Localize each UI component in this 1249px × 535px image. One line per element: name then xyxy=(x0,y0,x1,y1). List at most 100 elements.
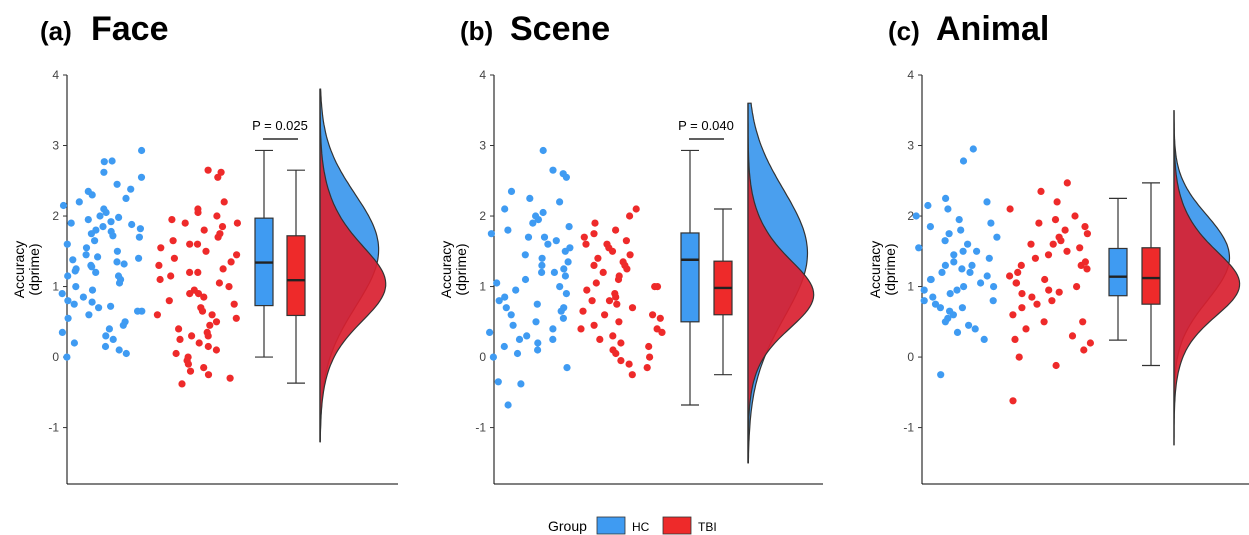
data-point-hc xyxy=(971,325,979,333)
data-point-tbi xyxy=(169,237,177,245)
panel-title: Face xyxy=(91,10,169,48)
data-point-tbi xyxy=(596,335,604,343)
data-point-hc xyxy=(529,219,537,227)
data-point-hc xyxy=(135,233,143,241)
data-point-tbi xyxy=(612,349,620,358)
data-point-hc xyxy=(559,314,568,322)
data-point-tbi xyxy=(213,212,221,220)
data-point-hc xyxy=(489,353,497,361)
data-point-tbi xyxy=(153,311,161,319)
data-point-hc xyxy=(953,328,962,336)
data-point-tbi xyxy=(1052,361,1060,370)
y-tick-label: -1 xyxy=(903,421,914,435)
data-point-hc xyxy=(539,208,547,217)
data-point-tbi xyxy=(626,212,634,220)
data-point-tbi xyxy=(212,318,221,326)
data-point-tbi xyxy=(200,364,208,372)
data-point-hc xyxy=(985,254,993,262)
data-point-hc xyxy=(540,233,549,241)
data-point-tbi xyxy=(1063,179,1071,187)
data-point-hc xyxy=(87,230,95,238)
data-point-tbi xyxy=(1061,226,1069,234)
data-point-tbi xyxy=(233,219,241,227)
data-point-tbi xyxy=(202,247,210,255)
data-point-tbi xyxy=(170,254,178,262)
data-point-tbi xyxy=(1041,275,1049,284)
data-point-hc xyxy=(973,247,981,255)
data-point-hc xyxy=(959,247,967,255)
data-point-hc xyxy=(136,225,144,233)
data-point-tbi xyxy=(1040,318,1048,326)
data-point-tbi xyxy=(605,297,614,305)
data-point-tbi xyxy=(608,247,617,255)
data-point-hc xyxy=(67,219,75,227)
data-point-tbi xyxy=(617,357,625,365)
data-point-hc xyxy=(532,318,540,326)
data-point-hc xyxy=(84,216,92,224)
data-point-tbi xyxy=(198,307,207,315)
data-point-hc xyxy=(942,194,950,202)
data-point-tbi xyxy=(1055,288,1063,296)
data-point-hc xyxy=(107,218,115,226)
y-axis-label: Accuracy(dprime) xyxy=(867,241,898,299)
p-value-label: P = 0.040 xyxy=(678,118,734,133)
data-point-hc xyxy=(507,311,515,319)
data-point-hc xyxy=(980,335,988,343)
data-point-tbi xyxy=(194,208,202,217)
data-point-hc xyxy=(504,226,512,234)
data-point-hc xyxy=(556,198,564,206)
box-tbi xyxy=(286,235,306,317)
y-axis-label: Accuracy(dprime) xyxy=(11,241,42,299)
data-point-hc xyxy=(564,258,572,266)
data-point-tbi xyxy=(1049,240,1057,248)
data-point-hc xyxy=(523,332,531,340)
data-point-tbi xyxy=(1014,268,1022,276)
data-point-tbi xyxy=(577,325,585,333)
data-point-hc xyxy=(938,268,946,276)
data-point-hc xyxy=(122,194,130,202)
data-point-tbi xyxy=(1018,290,1026,298)
data-point-hc xyxy=(959,157,968,165)
data-point-tbi xyxy=(643,364,651,372)
data-point-hc xyxy=(550,268,559,276)
data-point-hc xyxy=(85,311,93,319)
data-point-hc xyxy=(560,265,568,273)
data-point-tbi xyxy=(1027,240,1035,248)
panel-title: Scene xyxy=(510,10,610,48)
data-point-tbi xyxy=(218,223,227,231)
data-point-tbi xyxy=(615,318,623,326)
data-point-tbi xyxy=(214,173,222,181)
density-tbi xyxy=(747,103,815,463)
data-point-tbi xyxy=(590,321,598,329)
data-point-hc xyxy=(70,339,78,347)
data-point-tbi xyxy=(612,293,620,301)
data-point-tbi xyxy=(1028,293,1036,301)
data-point-hc xyxy=(515,335,524,343)
data-point-tbi xyxy=(1037,187,1045,195)
y-tick-label: 0 xyxy=(479,350,486,364)
data-point-hc xyxy=(557,307,565,315)
data-point-hc xyxy=(563,364,571,372)
data-point-tbi xyxy=(156,275,164,284)
data-point-tbi xyxy=(1076,244,1084,252)
data-point-hc xyxy=(509,321,517,329)
data-point-tbi xyxy=(226,374,234,382)
data-point-hc xyxy=(63,240,71,248)
data-point-hc xyxy=(552,237,560,245)
data-point-hc xyxy=(926,275,935,284)
data-point-hc xyxy=(549,335,557,343)
data-point-tbi xyxy=(206,321,214,329)
data-point-hc xyxy=(950,258,958,266)
data-point-tbi xyxy=(1015,353,1023,361)
data-point-hc xyxy=(75,198,83,206)
data-point-tbi xyxy=(178,380,186,388)
data-point-hc xyxy=(534,346,542,354)
data-point-tbi xyxy=(622,237,631,245)
data-point-hc xyxy=(964,240,972,248)
box-hc xyxy=(1108,247,1128,297)
data-point-tbi xyxy=(588,297,596,305)
data-point-hc xyxy=(977,279,985,287)
data-point-tbi xyxy=(649,311,657,319)
data-point-hc xyxy=(960,283,968,291)
data-point-hc xyxy=(561,247,569,255)
